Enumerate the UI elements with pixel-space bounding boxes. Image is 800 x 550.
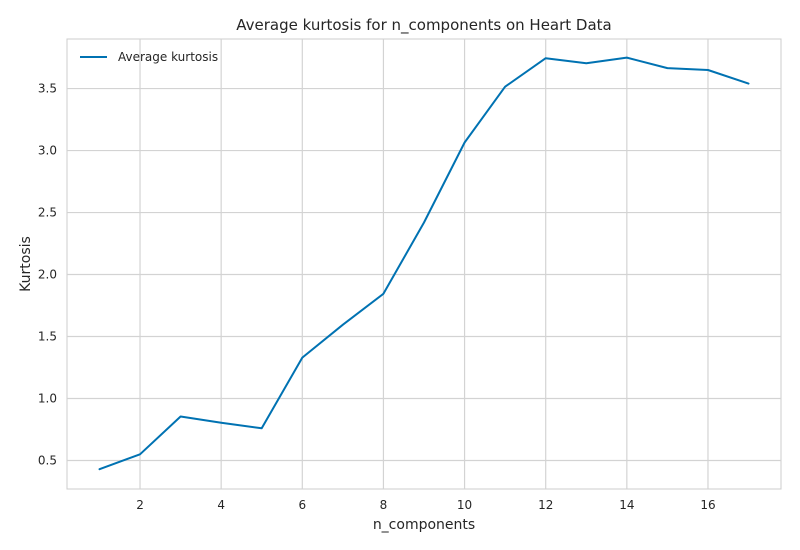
y-tick-label: 0.5	[38, 453, 57, 467]
series-line-average-kurtosis	[98, 56, 750, 471]
x-tick-label: 10	[457, 498, 472, 512]
x-tick-label: 4	[217, 498, 225, 512]
y-tick-label: 3.0	[38, 144, 57, 158]
x-tick-label: 12	[538, 498, 553, 512]
y-tick-label: 2.0	[38, 268, 57, 282]
grid	[67, 39, 781, 489]
legend: Average kurtosis	[80, 50, 218, 64]
x-tick-label: 6	[298, 498, 306, 512]
legend-label: Average kurtosis	[118, 50, 218, 64]
x-tick-label: 16	[700, 498, 715, 512]
chart-title: Average kurtosis for n_components on Hea…	[236, 16, 612, 35]
tick-labels: 2 4 6 8 10 12 14 16 0.5 1.0 1.5 2.0 2.5 3.0 3.5	[38, 82, 716, 512]
x-tick-label: 2	[136, 498, 144, 512]
y-tick-label: 1.5	[38, 330, 57, 344]
y-tick-label: 1.0	[38, 392, 57, 406]
x-tick-label: 8	[380, 498, 388, 512]
x-tick-label: 14	[619, 498, 634, 512]
y-tick-label: 3.5	[38, 82, 57, 96]
y-axis-title: Kurtosis	[18, 236, 34, 292]
x-axis-title: n_components	[373, 517, 475, 533]
plot-area	[66, 38, 782, 490]
y-tick-label: 2.5	[38, 206, 57, 220]
